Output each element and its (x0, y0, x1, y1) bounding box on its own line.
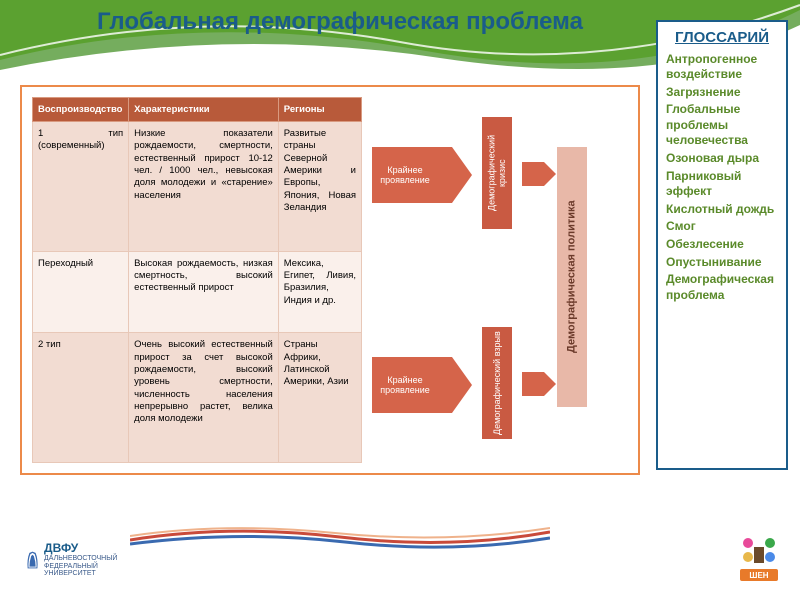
cell: Мексика, Египет, Ливия, Бразилия, Индия … (278, 251, 361, 332)
connector-arrow-2 (522, 372, 544, 396)
glossary-title: ГЛОССАРИЙ (666, 28, 778, 48)
glossary-panel: ГЛОССАРИЙ Антропогенное воздействие Загр… (656, 20, 788, 470)
main-content-panel: Воспроизводство Характеристики Регионы 1… (20, 85, 640, 475)
table-header-row: Воспроизводство Характеристики Регионы (33, 98, 362, 122)
glossary-item[interactable]: Парниковый эффект (666, 169, 778, 200)
box-label: Демографический взрыв (492, 331, 502, 435)
table-row: Переходный Высокая рождаемость, низкая с… (33, 251, 362, 332)
box-demographic-boom: Демографический взрыв (482, 327, 512, 439)
cell: Очень высокий естественный прирост за сч… (129, 333, 279, 463)
cell: Низкие показатели рождаемости, смертност… (129, 122, 279, 252)
cell: 1 тип (современный) (33, 122, 129, 252)
glossary-item[interactable]: Антропогенное воздействие (666, 52, 778, 83)
reproduction-table: Воспроизводство Характеристики Регионы 1… (32, 97, 362, 463)
shen-logo-icon: ШЕН (738, 535, 780, 585)
cell: Развитые страны Северной Америки и Европ… (278, 122, 361, 252)
arrow-extreme-1: Крайнее проявление (372, 147, 452, 203)
box-label: Демографический кризис (487, 121, 508, 225)
table-row: 2 тип Очень высокий естественный прирост… (33, 333, 362, 463)
arrow-label: Крайнее проявление (372, 375, 438, 396)
glossary-item[interactable]: Загрязнение (666, 85, 778, 101)
logo-acronym: ДВФУ (44, 542, 125, 555)
glossary-item[interactable]: Опустынивание (666, 255, 778, 271)
box-demographic-crisis: Демографический кризис (482, 117, 512, 229)
decorative-wave (130, 522, 550, 552)
col-characteristics: Характеристики (129, 98, 279, 122)
table-row: 1 тип (современный) Низкие показатели ро… (33, 122, 362, 252)
glossary-item[interactable]: Демографическая проблема (666, 272, 778, 303)
dvfu-logo-text: ДВФУ ДАЛЬНЕВОСТОЧНЫЙ ФЕДЕРАЛЬНЫЙ УНИВЕРС… (44, 542, 125, 578)
cell: Страны Африки, Латинской Америки, Азии (278, 333, 361, 463)
dvfu-logo-icon (25, 539, 40, 581)
col-regions: Регионы (278, 98, 361, 122)
arrow-label: Крайнее проявление (372, 165, 438, 186)
connector-arrow-1 (522, 162, 544, 186)
cell: 2 тип (33, 333, 129, 463)
box-label: Демографическая политика (566, 201, 579, 354)
dvfu-logo: ДВФУ ДАЛЬНЕВОСТОЧНЫЙ ФЕДЕРАЛЬНЫЙ УНИВЕРС… (25, 535, 125, 585)
cell: Высокая рождаемость, низкая смертность, … (129, 251, 279, 332)
glossary-item[interactable]: Озоновая дыра (666, 151, 778, 167)
glossary-item[interactable]: Глобальные проблемы человечества (666, 102, 778, 149)
shen-label: ШЕН (749, 571, 768, 580)
logo-subtitle: ДАЛЬНЕВОСТОЧНЫЙ ФЕДЕРАЛЬНЫЙ УНИВЕРСИТЕТ (44, 555, 125, 578)
glossary-item[interactable]: Обезлесение (666, 237, 778, 253)
glossary-item[interactable]: Кислотный дождь (666, 202, 778, 218)
page-title: Глобальная демографическая проблема (80, 8, 600, 36)
flow-diagram: Крайнее проявление Демографический кризи… (362, 97, 628, 467)
glossary-item[interactable]: Смог (666, 219, 778, 235)
cell: Переходный (33, 251, 129, 332)
arrow-extreme-2: Крайнее проявление (372, 357, 452, 413)
box-demographic-policy: Демографическая политика (557, 147, 587, 407)
col-reproduction: Воспроизводство (33, 98, 129, 122)
shen-logo: ШЕН (738, 535, 780, 585)
